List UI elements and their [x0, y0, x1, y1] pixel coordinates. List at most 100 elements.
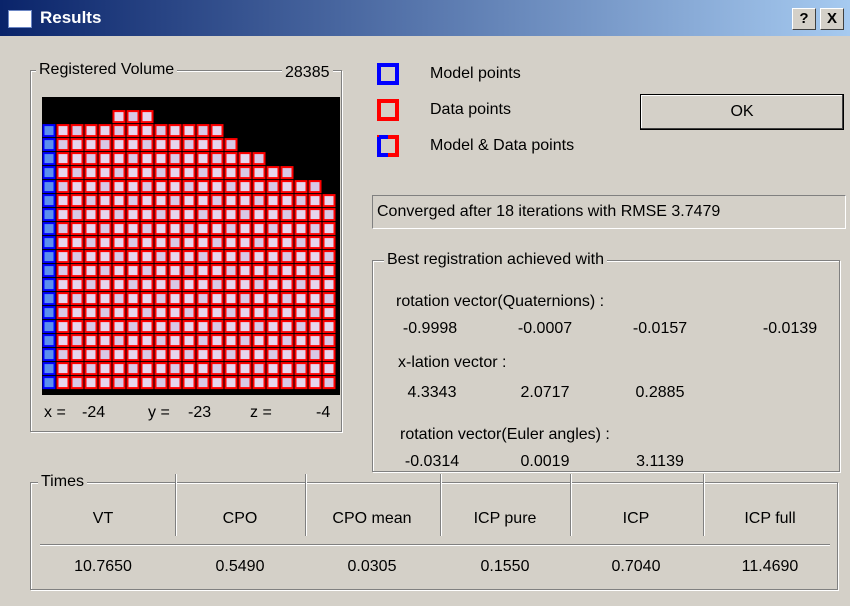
- voxel: [142, 125, 153, 136]
- voxel: [44, 349, 55, 360]
- voxel: [114, 349, 125, 360]
- voxel: [100, 349, 111, 360]
- voxel: [310, 307, 321, 318]
- voxel: [58, 377, 69, 388]
- voxel: [282, 363, 293, 374]
- voxel: [212, 321, 223, 332]
- voxel: [128, 167, 139, 178]
- group-title: Best registration achieved with: [384, 251, 607, 269]
- voxel: [226, 363, 237, 374]
- voxel: [324, 237, 335, 248]
- voxel: [254, 293, 265, 304]
- ok-button[interactable]: OK: [640, 94, 844, 130]
- voxel: [72, 139, 83, 150]
- voxel: [254, 167, 265, 178]
- voxel: [226, 377, 237, 388]
- voxel: [114, 265, 125, 276]
- voxel: [156, 265, 167, 276]
- field-label: x-lation vector :: [398, 354, 506, 372]
- column-separator: [440, 474, 441, 536]
- voxel: [44, 321, 55, 332]
- coord-value: -23: [188, 404, 211, 422]
- voxel: [310, 377, 321, 388]
- voxel: [44, 363, 55, 374]
- voxel: [44, 279, 55, 290]
- voxel: [184, 223, 195, 234]
- voxel: [128, 377, 139, 388]
- voxel: [128, 293, 139, 304]
- column-header: CPO mean: [332, 510, 411, 528]
- voxel: [240, 293, 251, 304]
- legend-label: Model & Data points: [430, 137, 574, 155]
- voxel: [86, 265, 97, 276]
- voxel: [142, 153, 153, 164]
- voxel: [310, 195, 321, 206]
- voxel: [198, 335, 209, 346]
- voxel: [296, 293, 307, 304]
- column-header: CPO: [223, 510, 258, 528]
- voxel: [184, 167, 195, 178]
- voxel: [254, 349, 265, 360]
- voxel: [100, 223, 111, 234]
- voxel: [282, 195, 293, 206]
- voxel: [100, 293, 111, 304]
- voxel: [268, 265, 279, 276]
- legend-icon: [379, 137, 388, 155]
- voxel: [156, 335, 167, 346]
- voxel: [268, 279, 279, 290]
- voxel: [240, 349, 251, 360]
- voxel: [58, 209, 69, 220]
- voxel: [240, 265, 251, 276]
- help-button[interactable]: ?: [792, 8, 816, 30]
- voxel: [198, 237, 209, 248]
- voxel: [296, 265, 307, 276]
- voxel: [282, 293, 293, 304]
- voxel: [198, 195, 209, 206]
- voxel: [268, 209, 279, 220]
- coord-value: -4: [316, 404, 330, 422]
- voxel: [128, 349, 139, 360]
- voxel: [226, 237, 237, 248]
- voxel: [128, 209, 139, 220]
- voxel: [58, 321, 69, 332]
- voxel: [212, 153, 223, 164]
- voxel: [86, 307, 97, 318]
- voxel: [58, 167, 69, 178]
- voxel: [198, 139, 209, 150]
- voxel: [324, 307, 335, 318]
- voxel: [324, 209, 335, 220]
- voxel: [198, 167, 209, 178]
- voxel: [142, 111, 153, 122]
- voxel: [44, 265, 55, 276]
- voxel: [128, 223, 139, 234]
- voxel: [226, 265, 237, 276]
- voxel: [184, 125, 195, 136]
- voxel: [114, 363, 125, 374]
- time-value: 11.4690: [742, 558, 799, 576]
- voxel: [128, 363, 139, 374]
- title-bar: Results ? X: [0, 0, 850, 36]
- voxel: [226, 195, 237, 206]
- voxel: [142, 181, 153, 192]
- voxel: [86, 321, 97, 332]
- voxel: [240, 223, 251, 234]
- voxel: [324, 349, 335, 360]
- voxel: [170, 335, 181, 346]
- voxel: [198, 363, 209, 374]
- voxel: [114, 195, 125, 206]
- voxel: [156, 223, 167, 234]
- voxel: [86, 363, 97, 374]
- voxel: [44, 209, 55, 220]
- voxel: [268, 237, 279, 248]
- voxel: [86, 125, 97, 136]
- voxel: [170, 279, 181, 290]
- voxel: [156, 349, 167, 360]
- voxel: [296, 335, 307, 346]
- voxel: [142, 139, 153, 150]
- voxel: [100, 307, 111, 318]
- close-button[interactable]: X: [820, 8, 844, 30]
- voxel: [114, 181, 125, 192]
- voxel: [72, 237, 83, 248]
- column-header: VT: [93, 510, 113, 528]
- voxel: [170, 363, 181, 374]
